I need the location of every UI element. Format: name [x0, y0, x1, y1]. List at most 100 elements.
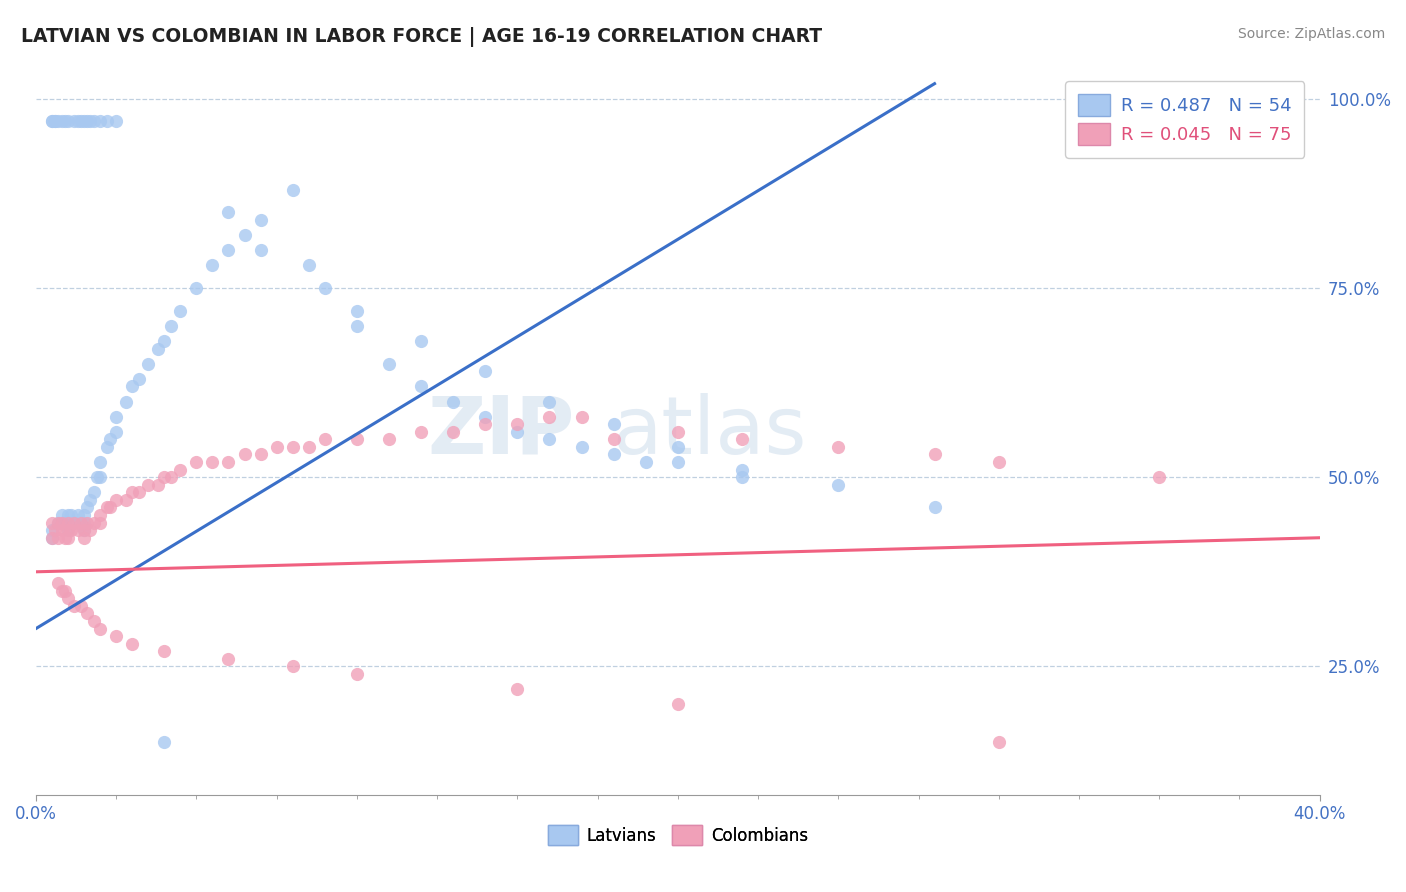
Point	[41, 523, 63, 537]
Point	[249, 213, 271, 227]
Point	[441, 425, 464, 439]
Point	[409, 379, 432, 393]
Point	[76, 516, 98, 530]
Legend: Latvians, Colombians: Latvians, Colombians	[541, 819, 814, 852]
Point	[346, 433, 368, 447]
Point	[159, 318, 181, 333]
Point	[298, 440, 321, 454]
Point	[281, 183, 304, 197]
Point	[159, 470, 181, 484]
Point	[89, 516, 111, 530]
Point	[924, 500, 946, 515]
Point	[83, 114, 105, 128]
Text: Source: ZipAtlas.com: Source: ZipAtlas.com	[1237, 27, 1385, 41]
Point	[281, 659, 304, 673]
Point	[73, 516, 96, 530]
Point	[83, 614, 105, 628]
Point	[79, 523, 101, 537]
Point	[153, 735, 176, 749]
Point	[79, 114, 101, 128]
Point	[169, 303, 191, 318]
Point	[731, 470, 754, 484]
Point	[73, 508, 96, 522]
Point	[105, 409, 128, 424]
Point	[48, 516, 70, 530]
Point	[666, 455, 689, 469]
Text: ZIP: ZIP	[427, 392, 575, 471]
Point	[409, 334, 432, 348]
Point	[70, 114, 93, 128]
Point	[83, 485, 105, 500]
Point	[70, 516, 93, 530]
Point	[201, 455, 224, 469]
Point	[89, 114, 111, 128]
Point	[41, 114, 63, 128]
Point	[218, 652, 240, 666]
Point	[121, 485, 143, 500]
Point	[98, 500, 121, 515]
Point	[136, 357, 159, 371]
Point	[56, 523, 79, 537]
Point	[48, 114, 70, 128]
Point	[314, 281, 336, 295]
Point	[634, 455, 657, 469]
Point	[153, 334, 176, 348]
Point	[924, 448, 946, 462]
Point	[60, 508, 83, 522]
Point	[96, 440, 118, 454]
Point	[89, 470, 111, 484]
Point	[48, 516, 70, 530]
Point	[41, 516, 63, 530]
Point	[76, 607, 98, 621]
Point	[44, 114, 66, 128]
Point	[51, 114, 73, 128]
Point	[666, 425, 689, 439]
Point	[506, 682, 529, 697]
Point	[51, 516, 73, 530]
Point	[731, 433, 754, 447]
Point	[538, 433, 561, 447]
Point	[63, 516, 86, 530]
Point	[96, 500, 118, 515]
Point	[41, 531, 63, 545]
Point	[218, 243, 240, 257]
Point	[146, 342, 169, 356]
Point	[666, 698, 689, 712]
Point	[96, 114, 118, 128]
Point	[63, 114, 86, 128]
Point	[41, 531, 63, 545]
Point	[89, 455, 111, 469]
Point	[66, 508, 89, 522]
Point	[66, 114, 89, 128]
Point	[86, 470, 108, 484]
Point	[186, 455, 208, 469]
Point	[249, 448, 271, 462]
Point	[70, 599, 93, 613]
Point	[169, 462, 191, 476]
Point	[731, 462, 754, 476]
Point	[409, 425, 432, 439]
Point	[378, 357, 401, 371]
Point	[63, 599, 86, 613]
Point	[506, 417, 529, 432]
Point	[53, 114, 76, 128]
Point	[76, 114, 98, 128]
Point	[105, 629, 128, 643]
Point	[314, 433, 336, 447]
Point	[346, 667, 368, 681]
Point	[201, 258, 224, 272]
Point	[128, 372, 150, 386]
Point	[602, 417, 624, 432]
Point	[89, 622, 111, 636]
Point	[98, 433, 121, 447]
Point	[128, 485, 150, 500]
Point	[56, 523, 79, 537]
Point	[76, 500, 98, 515]
Point	[153, 644, 176, 658]
Point	[53, 516, 76, 530]
Point	[987, 735, 1010, 749]
Point	[441, 394, 464, 409]
Point	[987, 455, 1010, 469]
Point	[105, 114, 128, 128]
Point	[51, 583, 73, 598]
